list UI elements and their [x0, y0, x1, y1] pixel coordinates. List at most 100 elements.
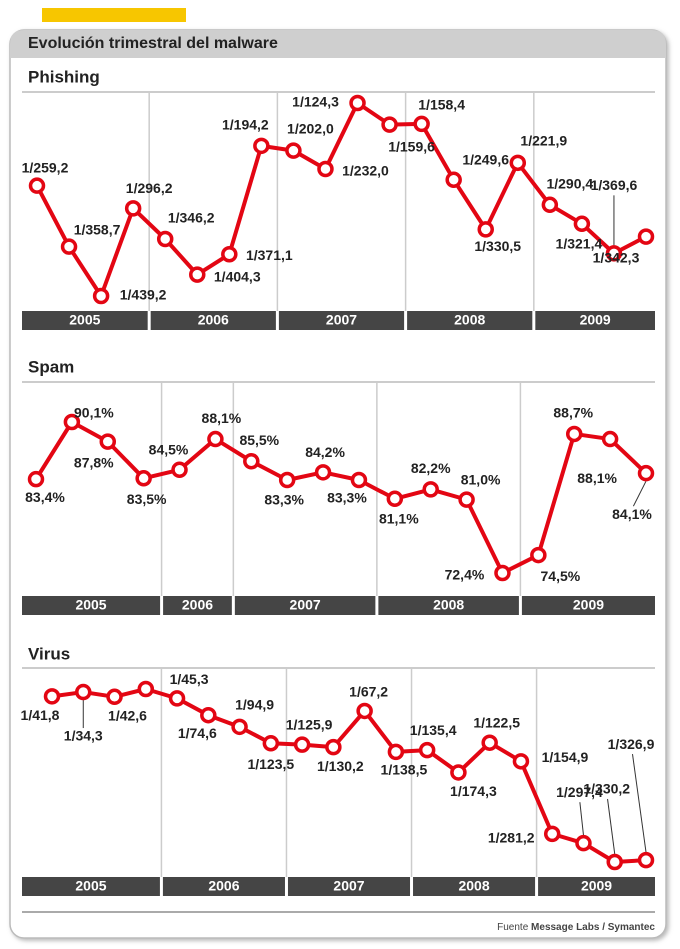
label-leader — [632, 480, 647, 507]
year-bar — [378, 596, 519, 615]
year-bar — [163, 596, 232, 615]
data-line — [34, 420, 648, 575]
value-label: 1/259,2 — [22, 159, 69, 175]
value-label: 1/369,6 — [591, 177, 638, 193]
data-point — [325, 738, 342, 756]
year-label: 2009 — [581, 878, 612, 894]
data-point — [168, 690, 186, 707]
data-point — [278, 471, 296, 489]
value-label: 1/154,9 — [542, 749, 589, 765]
data-point — [381, 116, 398, 133]
data-point — [509, 154, 527, 172]
value-label: 74,5% — [541, 568, 581, 584]
value-label: 1/130,2 — [317, 758, 364, 774]
year-label: 2007 — [326, 312, 357, 328]
data-point — [28, 177, 46, 194]
data-point — [450, 764, 467, 781]
data-point — [445, 171, 462, 189]
year-bar — [407, 311, 533, 330]
footer: Fuente Message Labs / Symantec — [497, 922, 655, 933]
value-label: 1/326,9 — [608, 736, 655, 752]
footer-prefix: Fuente — [497, 922, 529, 933]
data-point — [387, 743, 405, 761]
data-point — [43, 688, 61, 705]
value-label: 1/67,2 — [349, 684, 388, 700]
section-title: Phishing — [28, 67, 100, 86]
value-label: 83,3% — [264, 492, 304, 508]
data-point — [418, 741, 436, 759]
value-label: 84,2% — [305, 444, 345, 460]
data-point — [60, 238, 78, 255]
value-label: 1/358,7 — [74, 221, 121, 237]
year-label: 2008 — [433, 597, 464, 613]
year-label: 2008 — [458, 878, 489, 894]
data-point — [253, 137, 270, 155]
value-label: 1/342,3 — [593, 249, 640, 265]
value-label: 1/232,0 — [342, 163, 389, 179]
data-point — [314, 464, 332, 481]
data-point — [243, 452, 260, 470]
year-label: 2006 — [182, 597, 213, 613]
value-label: 1/74,6 — [178, 725, 217, 741]
value-label: 1/439,2 — [120, 287, 167, 303]
data-point — [317, 160, 334, 178]
data-point — [106, 688, 123, 706]
data-point — [171, 461, 188, 479]
year-bar — [22, 877, 160, 896]
value-label: 1/94,9 — [235, 697, 274, 713]
value-label: 1/404,3 — [214, 268, 261, 284]
value-label: 1/249,6 — [462, 151, 509, 167]
value-label: 81,1% — [379, 510, 419, 526]
year-bar — [162, 877, 285, 896]
data-point — [99, 433, 117, 450]
value-label: 1/34,3 — [64, 728, 103, 744]
data-point — [413, 115, 430, 133]
data-point — [386, 490, 404, 508]
value-label: 1/281,2 — [488, 830, 535, 846]
card — [9, 29, 667, 939]
value-label: 1/346,2 — [168, 210, 215, 226]
value-label: 1/330,2 — [583, 781, 630, 797]
data-point — [530, 546, 547, 564]
data-point — [350, 471, 368, 489]
value-label: 1/202,0 — [287, 120, 334, 136]
data-point — [124, 200, 142, 217]
data-point — [565, 425, 583, 443]
data-point — [494, 564, 511, 582]
value-label: 1/123,5 — [247, 756, 294, 772]
data-point — [63, 413, 81, 431]
data-point — [285, 142, 302, 159]
data-point — [637, 228, 655, 245]
data-point — [349, 94, 366, 112]
value-label: 83,5% — [127, 491, 167, 507]
data-point — [637, 851, 655, 869]
title-bar — [10, 30, 666, 58]
data-point — [207, 430, 224, 448]
year-label: 2005 — [69, 312, 100, 328]
section-title: Virus — [28, 644, 70, 663]
year-label: 2008 — [454, 312, 485, 328]
data-point — [75, 683, 92, 701]
data-point — [92, 287, 110, 305]
value-label: 72,4% — [445, 567, 485, 583]
year-label: 2005 — [75, 878, 106, 894]
data-point — [637, 464, 655, 482]
value-label: 1/125,9 — [286, 716, 333, 732]
label-leader — [579, 802, 584, 836]
data-point — [605, 245, 623, 262]
year-bar — [22, 596, 161, 615]
value-label: 1/174,3 — [450, 783, 497, 799]
label-leader — [607, 798, 616, 855]
year-label: 2006 — [198, 312, 229, 328]
page-title: Evolución trimestral del malware — [28, 35, 278, 52]
data-point — [477, 221, 494, 238]
data-point — [422, 481, 439, 498]
data-point — [543, 825, 561, 843]
year-label: 2007 — [290, 597, 321, 613]
value-label: 1/297,4 — [556, 784, 603, 800]
year-bar — [234, 596, 376, 615]
value-label: 88,1% — [577, 470, 617, 486]
value-label: 1/194,2 — [222, 117, 269, 133]
data-point — [27, 470, 45, 488]
